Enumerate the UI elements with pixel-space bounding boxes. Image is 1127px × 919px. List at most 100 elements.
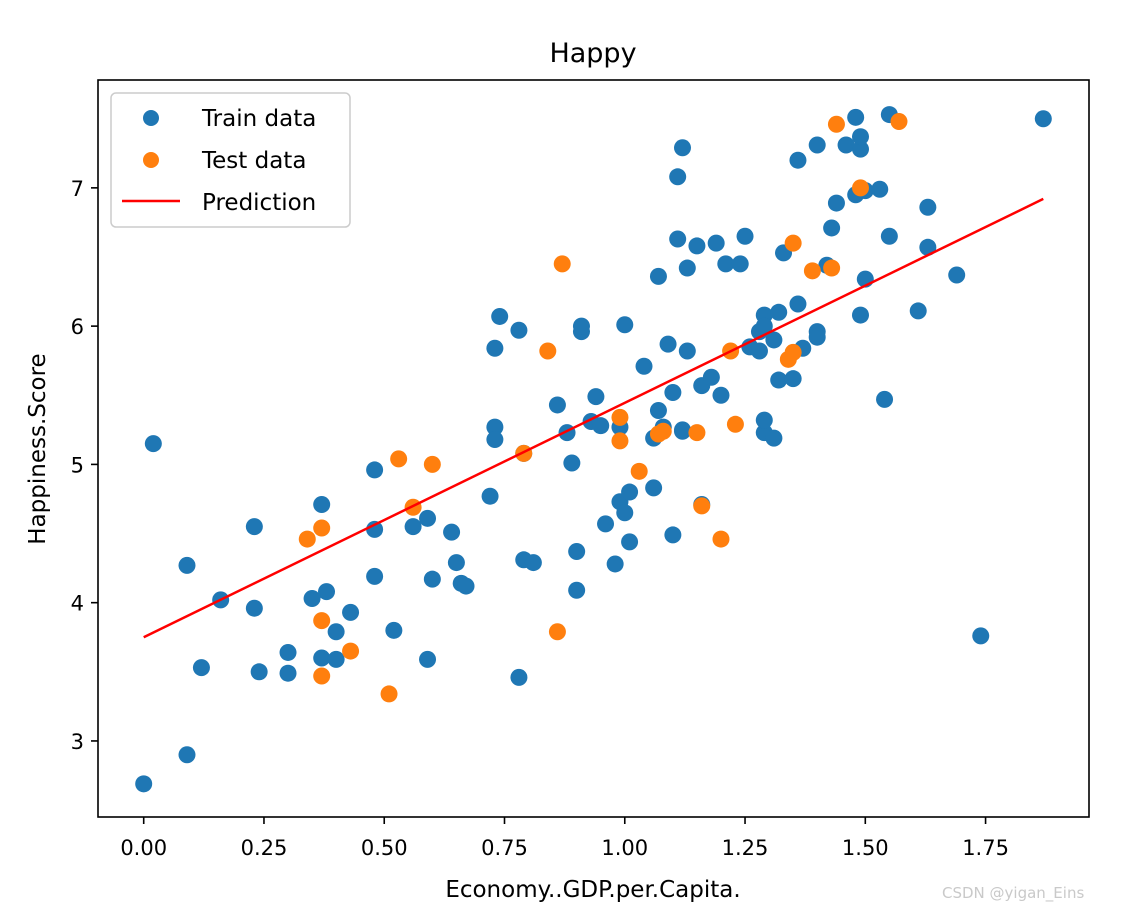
train-point <box>678 259 696 277</box>
train-point <box>837 136 855 154</box>
y-tick-label: 5 <box>71 453 84 477</box>
x-tick-label: 0.50 <box>361 836 408 860</box>
train-point <box>144 435 162 453</box>
train-point <box>279 643 297 661</box>
train-point <box>673 421 691 439</box>
test-point <box>553 255 571 273</box>
train-point <box>419 509 437 527</box>
train-point <box>491 307 509 325</box>
train-point <box>616 504 634 522</box>
test-point <box>890 112 908 130</box>
train-point <box>419 650 437 668</box>
test-point <box>611 432 629 450</box>
train-point <box>327 623 345 641</box>
train-point <box>1034 110 1052 128</box>
legend-box <box>110 92 351 228</box>
train-point <box>342 603 360 621</box>
train-point <box>572 317 590 335</box>
test-point <box>423 455 441 473</box>
train-point <box>568 581 586 599</box>
train-point <box>245 599 263 617</box>
train-point <box>770 371 788 389</box>
train-point <box>659 335 677 353</box>
test-point <box>342 642 360 660</box>
x-tick-label: 0.25 <box>241 836 288 860</box>
train-point <box>664 526 682 544</box>
test-point <box>726 415 744 433</box>
x-tick-label: 1.25 <box>722 836 769 860</box>
train-point <box>635 357 653 375</box>
train-point <box>972 627 990 645</box>
train-point <box>649 267 667 285</box>
train-point <box>279 664 297 682</box>
train-point <box>135 775 153 793</box>
train-point <box>770 303 788 321</box>
train-point <box>563 454 581 472</box>
train-point <box>707 234 725 252</box>
test-point <box>851 179 869 197</box>
train-point <box>192 659 210 677</box>
train-point <box>366 567 384 585</box>
train-point <box>404 518 422 536</box>
train-point <box>789 151 807 169</box>
train-point <box>366 461 384 479</box>
train-point <box>847 108 865 126</box>
x-axis-label: Economy..GDP.per.Capita. <box>445 877 740 903</box>
test-point <box>390 450 408 468</box>
train-point <box>673 139 691 157</box>
train-point <box>318 583 336 601</box>
y-tick-label: 7 <box>71 177 84 201</box>
test-point <box>298 530 316 548</box>
y-axis-ticks: 3 4 5 6 7 <box>71 177 98 754</box>
train-point <box>909 302 927 320</box>
train-point <box>587 388 605 406</box>
train-point <box>789 295 807 313</box>
train-point <box>645 479 663 497</box>
test-point <box>611 408 629 426</box>
train-point <box>313 496 331 514</box>
train-point <box>621 483 639 501</box>
test-point <box>630 462 648 480</box>
train-point <box>385 621 403 639</box>
train-point <box>486 339 504 357</box>
test-point <box>784 343 802 361</box>
test-point <box>803 262 821 280</box>
train-point <box>731 255 749 273</box>
train-point <box>919 198 937 216</box>
train-point <box>765 429 783 447</box>
train-point <box>327 650 345 668</box>
watermark-text: CSDN @yigan_Eins <box>942 884 1085 902</box>
train-point <box>851 140 869 158</box>
train-point <box>423 570 441 588</box>
x-tick-label: 0.75 <box>481 836 528 860</box>
train-point <box>765 331 783 349</box>
prediction-line <box>143 197 1044 639</box>
x-tick-label: 1.50 <box>842 836 889 860</box>
train-point <box>664 383 682 401</box>
legend-test-label: Test data <box>201 148 306 174</box>
train-point <box>880 227 898 245</box>
train-point <box>750 342 768 360</box>
y-tick-label: 6 <box>71 315 84 339</box>
train-point <box>510 668 528 686</box>
train-point <box>548 396 566 414</box>
test-point <box>693 497 711 515</box>
test-point <box>823 259 841 277</box>
train-point <box>597 515 615 533</box>
plot-frame <box>97 79 1090 818</box>
test-point <box>688 424 706 442</box>
test-point <box>313 519 331 537</box>
test-point <box>548 623 566 641</box>
x-tick-label: 0.00 <box>120 836 167 860</box>
train-point <box>851 128 869 146</box>
train-point <box>457 577 475 595</box>
train-point <box>717 255 735 273</box>
train-point <box>712 386 730 404</box>
train-point <box>827 194 845 212</box>
train-point <box>948 266 966 284</box>
y-tick-label: 4 <box>71 592 84 616</box>
train-point <box>808 136 826 154</box>
train-point <box>510 321 528 339</box>
test-point <box>784 234 802 252</box>
